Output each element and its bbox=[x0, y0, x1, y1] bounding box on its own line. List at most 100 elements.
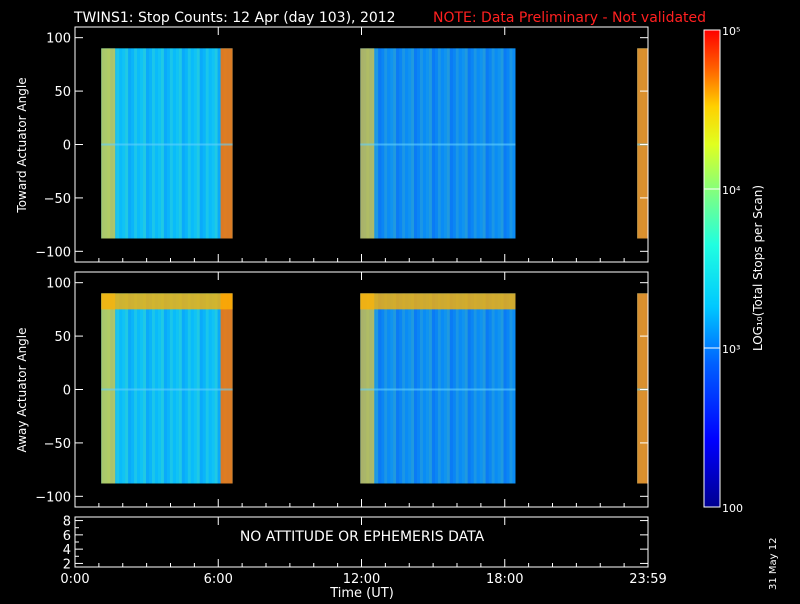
heatmap-zero-line bbox=[101, 388, 233, 391]
y-tick-label: 6 bbox=[63, 529, 71, 544]
heatmap-strip bbox=[199, 293, 203, 484]
heatmap-block bbox=[360, 48, 516, 239]
heatmap-strip bbox=[440, 48, 444, 239]
heatmap-strip bbox=[175, 293, 179, 484]
heatmap-strip bbox=[154, 48, 158, 239]
heatmap-strip bbox=[455, 48, 459, 239]
heatmap-strip bbox=[214, 48, 218, 239]
heatmap-strip bbox=[169, 293, 173, 484]
toward-heatmap bbox=[101, 48, 648, 239]
heatmap-zero-line bbox=[101, 143, 233, 146]
heatmap-strip bbox=[419, 48, 423, 239]
y-tick-label: −50 bbox=[44, 437, 71, 452]
heatmap-strip bbox=[190, 48, 194, 239]
heatmap-strip bbox=[425, 293, 429, 484]
heatmap-hot-edge bbox=[101, 48, 116, 239]
heatmap-strip bbox=[476, 293, 480, 484]
heatmap-strip bbox=[143, 293, 147, 484]
away-heatmap bbox=[101, 293, 648, 484]
heatmap-block bbox=[101, 293, 233, 484]
heatmap-strip bbox=[137, 293, 141, 484]
heatmap-strip bbox=[214, 293, 218, 484]
x-tick-label: 6:00 bbox=[204, 572, 233, 587]
heatmap-strip bbox=[497, 48, 501, 239]
heatmap-hot-edge bbox=[220, 48, 233, 239]
colorbar-ticks: 100 10³ 10⁴ 10⁵ bbox=[704, 25, 743, 515]
heatmap-strip bbox=[119, 48, 123, 239]
heatmap-strip bbox=[122, 48, 126, 239]
heatmap-strip bbox=[512, 293, 516, 484]
heatmap-strip bbox=[411, 293, 415, 484]
heatmap-strip bbox=[384, 48, 388, 239]
heatmap-strip bbox=[181, 48, 185, 239]
heatmap-strip bbox=[425, 48, 429, 239]
y-tick-label: −50 bbox=[44, 192, 71, 207]
heatmap-strip bbox=[491, 293, 495, 484]
heatmap-strip bbox=[140, 293, 144, 484]
y-tick-label: −100 bbox=[35, 245, 71, 260]
heatmap-strip bbox=[437, 293, 441, 484]
heatmap-strip bbox=[464, 48, 468, 239]
time-x-axis: 0:00 6:00 12:00 18:00 23:59 bbox=[60, 517, 667, 587]
heatmap-strip bbox=[419, 293, 423, 484]
away-ylabel: Away Actuator Angle bbox=[15, 327, 29, 452]
heatmap-strip bbox=[181, 293, 185, 484]
heatmap-strip bbox=[458, 48, 462, 239]
heatmap-strip bbox=[431, 48, 435, 239]
heatmap-strip bbox=[417, 48, 420, 239]
heatmap-strip bbox=[500, 293, 504, 484]
heatmap-strip bbox=[396, 293, 400, 484]
heatmap-strip bbox=[208, 48, 212, 239]
colorbar-label: LOG₁₀(Total Stops per Scan) bbox=[751, 185, 765, 351]
heatmap-strip bbox=[497, 293, 501, 484]
heatmap-strip bbox=[149, 293, 152, 484]
heatmap-strip bbox=[205, 293, 209, 484]
heatmap-strip bbox=[464, 293, 468, 484]
heatmap-strip bbox=[452, 48, 456, 239]
x-tick-label: 23:59 bbox=[629, 572, 666, 587]
heatmap-strip bbox=[482, 48, 486, 239]
colorbar-tick-label: 10⁵ bbox=[722, 25, 740, 38]
heatmap-strip bbox=[488, 293, 492, 484]
heatmap-strip bbox=[122, 293, 126, 484]
heatmap-strip bbox=[485, 293, 489, 484]
heatmap-strip bbox=[378, 293, 382, 484]
heatmap-strip bbox=[494, 48, 498, 239]
heatmap-hot-band bbox=[101, 293, 233, 310]
heatmap-strip bbox=[137, 48, 141, 239]
heatmap-strip bbox=[157, 293, 161, 484]
heatmap-strip bbox=[434, 293, 438, 484]
heatmap-strip bbox=[399, 48, 403, 239]
colorbar-tick-label: 10⁴ bbox=[722, 184, 741, 197]
colorbar-tick-label: 100 bbox=[722, 502, 743, 515]
heatmap-strip bbox=[405, 48, 409, 239]
heatmap-strip bbox=[393, 48, 397, 239]
heatmap-zero-line bbox=[360, 143, 516, 146]
heatmap-strip bbox=[125, 293, 129, 484]
heatmap-strip bbox=[446, 293, 450, 484]
heatmap-strip bbox=[402, 48, 406, 239]
y-tick-label: 100 bbox=[46, 277, 71, 292]
heatmap-strip bbox=[149, 48, 152, 239]
heatmap-strip bbox=[217, 293, 221, 484]
heatmap-strip bbox=[375, 48, 379, 239]
heatmap-strip bbox=[128, 293, 132, 484]
heatmap-strip bbox=[208, 293, 212, 484]
y-tick-label: 0 bbox=[63, 139, 71, 154]
heatmap-hot-edge bbox=[101, 293, 116, 484]
heatmap-strip bbox=[184, 293, 188, 484]
heatmap-strip bbox=[422, 293, 426, 484]
heatmap-strip bbox=[146, 48, 150, 239]
heatmap-strip bbox=[461, 48, 465, 239]
heatmap-strip bbox=[205, 48, 209, 239]
colorbar: 100 10³ 10⁴ 10⁵ LOG₁₀(Total Stops per Scan) bbox=[703, 25, 765, 515]
heatmap-strip bbox=[381, 48, 385, 239]
x-tick-label: 18:00 bbox=[486, 572, 523, 587]
heatmap-strip bbox=[455, 293, 459, 484]
chart-note: NOTE: Data Preliminary - Not validated bbox=[433, 10, 706, 26]
heatmap-strip bbox=[187, 293, 191, 484]
toward-panel: −100 −50 0 50 100 Toward Actuator Angle bbox=[15, 26, 649, 263]
